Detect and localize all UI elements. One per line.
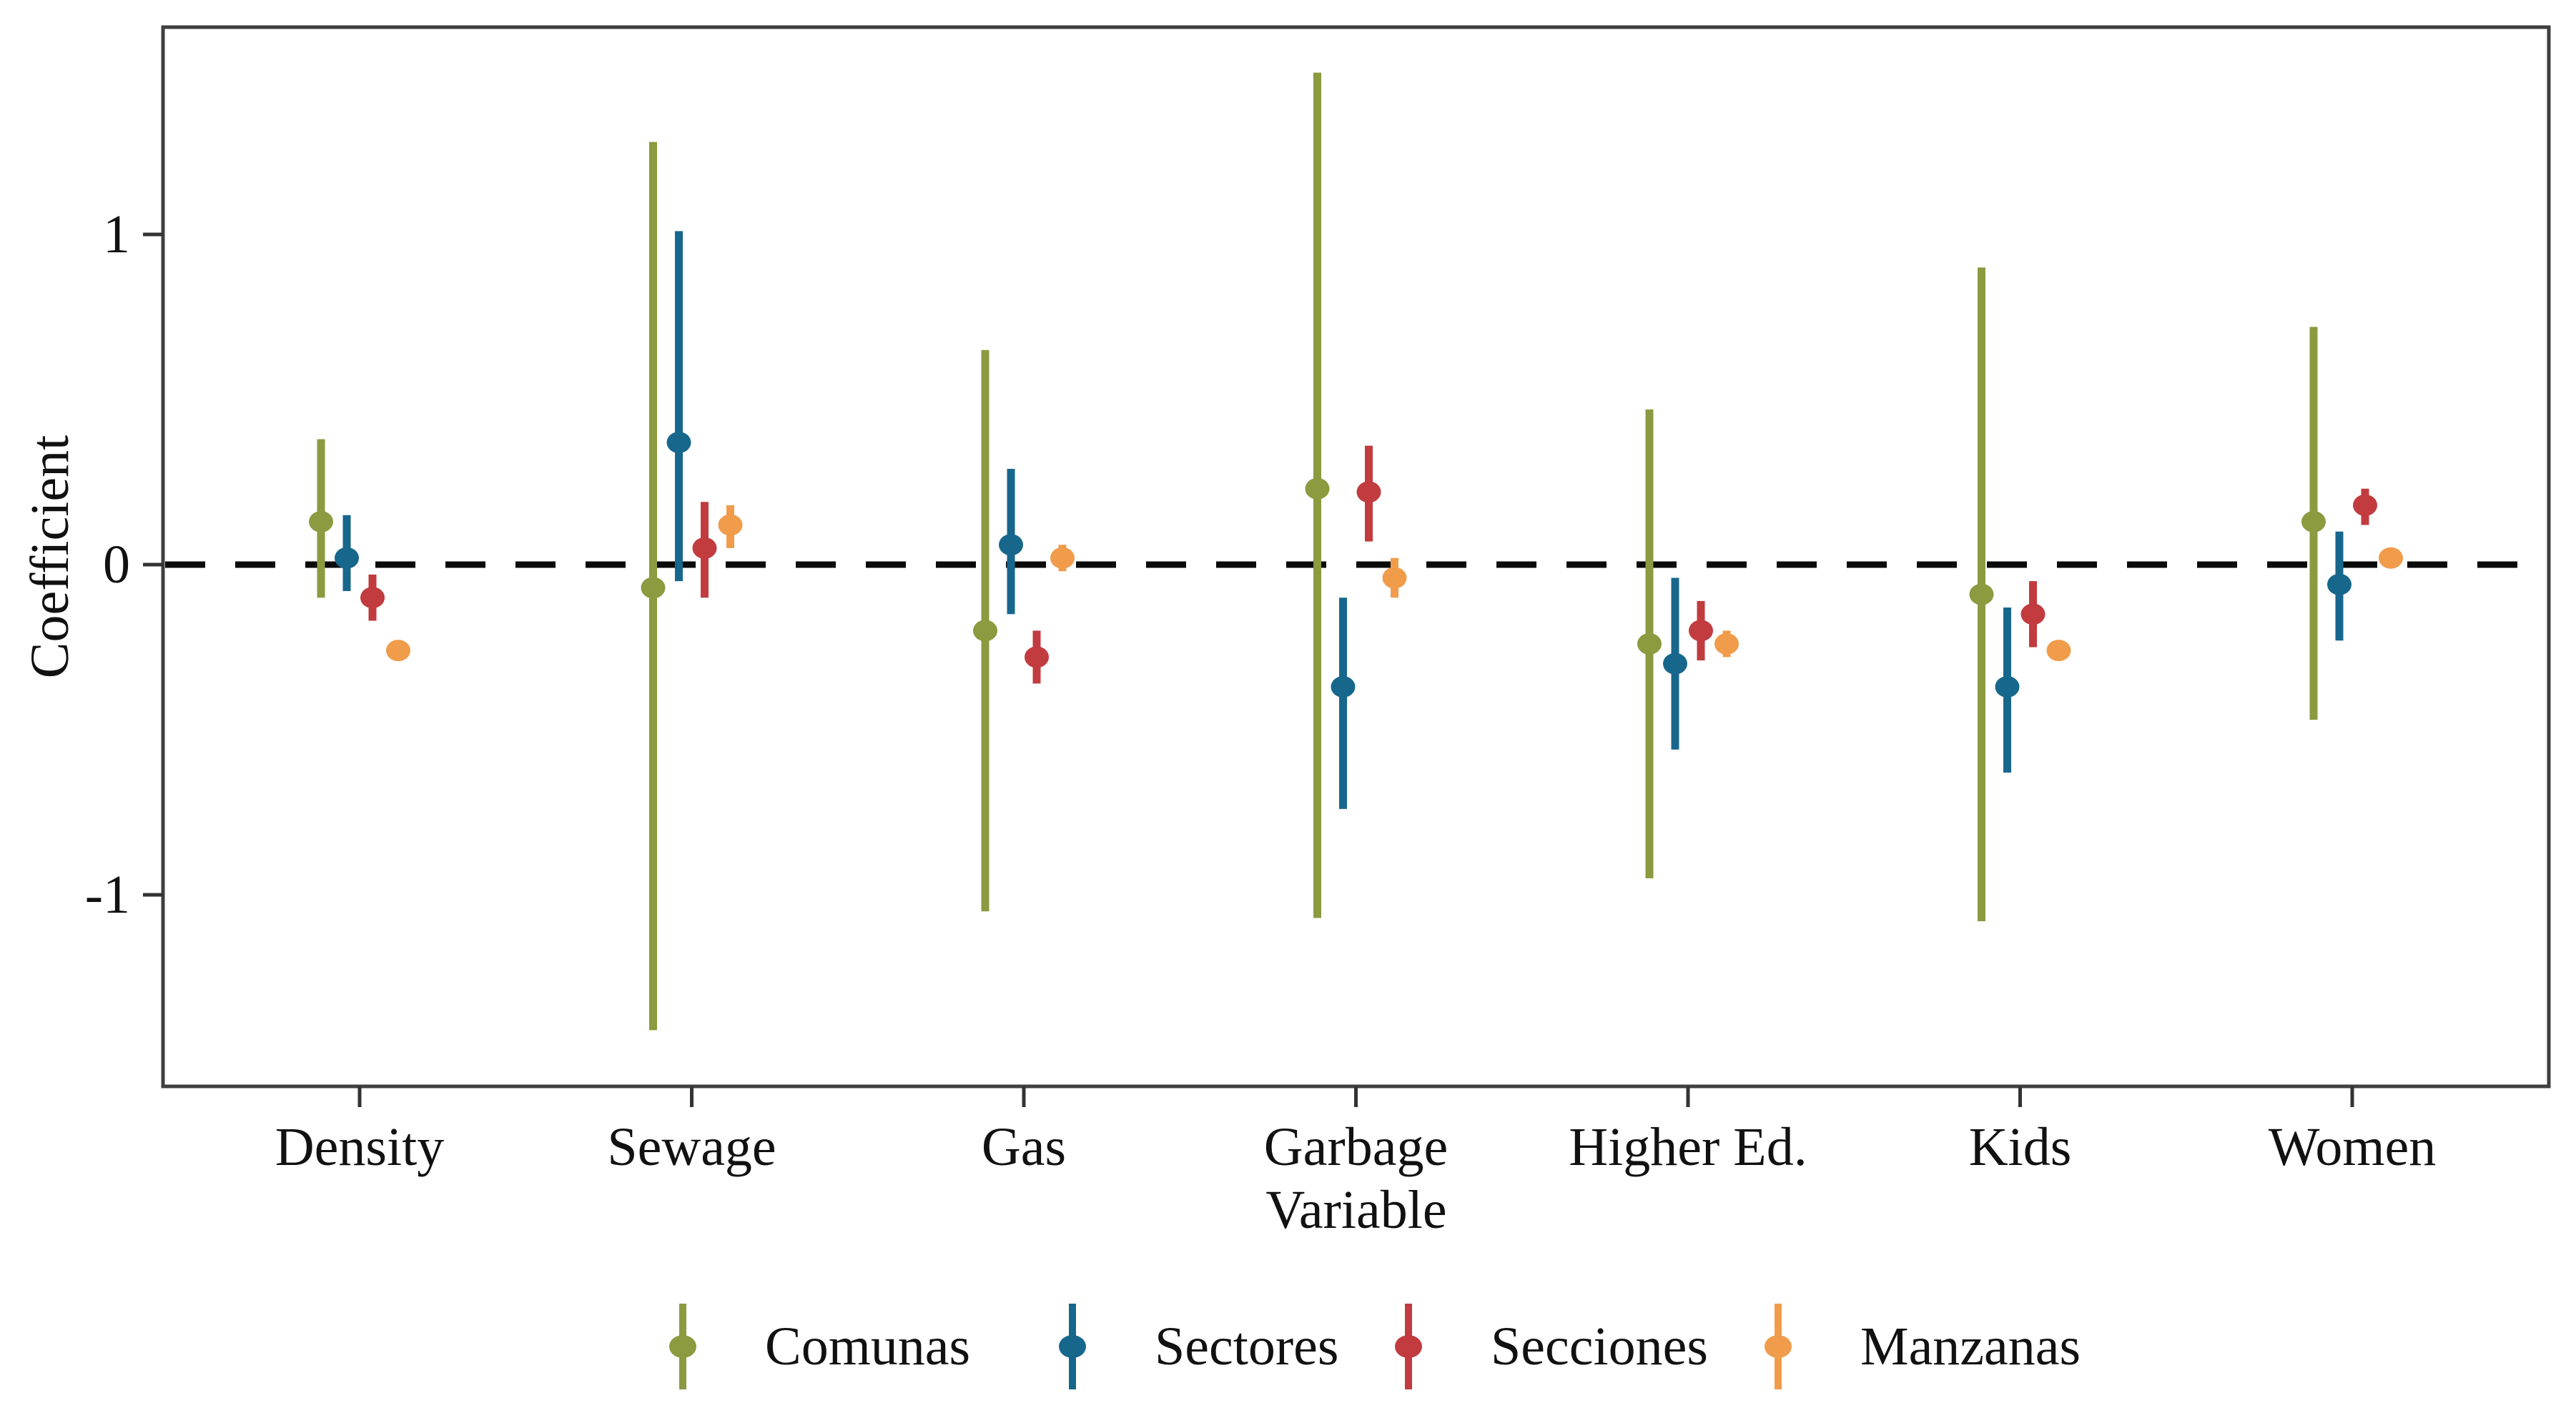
point-manzanas-gas [1050,547,1075,569]
x-axis-tick-label: Sewage [607,1117,776,1177]
point-sectores-density [335,547,359,569]
point-secciones-kids [2020,603,2045,625]
point-manzanas-women [2379,547,2403,569]
legend-label: Manzanas [1860,1317,2081,1377]
point-manzanas-highered [1714,633,1739,655]
legend-item-secciones: Secciones [1395,1304,1708,1389]
legend-label: Comunas [765,1317,970,1377]
point-comunas-garbage [1305,477,1330,500]
y-axis-title: Coefficient [20,435,80,678]
legend-glyph-dot [1395,1335,1422,1358]
legend-label: Sectores [1155,1317,1338,1377]
point-manzanas-density [386,640,410,662]
series-sectores [335,231,2352,809]
y-axis-tick-label: -1 [85,865,130,925]
point-comunas-density [309,510,333,532]
point-manzanas-sewage [718,514,743,536]
plot-panel-border [161,25,2551,1089]
point-secciones-highered [1689,620,1713,642]
point-comunas-kids [1969,583,1994,605]
point-manzanas-kids [2046,640,2071,662]
point-sectores-highered [1663,653,1687,675]
series-secciones [360,445,2377,684]
point-sectores-garbage [1331,675,1356,698]
point-sectores-gas [999,534,1023,556]
series-manzanas [386,505,2403,662]
x-axis-title: Variable [1265,1180,1446,1240]
point-sectores-kids [1995,675,2020,698]
point-sectores-women [2327,573,2352,595]
legend-glyph-dot [1059,1335,1086,1358]
point-secciones-women [2353,494,2377,516]
series-comunas [309,72,2326,1031]
legend-glyph-dot [1765,1335,1792,1358]
legend-glyph-dot [669,1335,696,1358]
point-secciones-sewage [692,537,717,559]
legend-item-sectores: Sectores [1059,1304,1338,1389]
point-manzanas-garbage [1382,567,1407,589]
point-secciones-gas [1025,646,1049,668]
point-secciones-density [360,587,385,609]
legend-label: Secciones [1491,1317,1708,1377]
point-comunas-sewage [641,577,666,599]
point-comunas-gas [973,620,997,642]
x-axis-tick-label: Gas [982,1117,1066,1177]
point-comunas-highered [1637,633,1662,655]
x-axis-tick-label: Density [275,1117,444,1177]
x-axis-tick-label: Women [2269,1117,2437,1177]
legend-item-comunas: Comunas [669,1304,970,1389]
point-comunas-women [2301,510,2326,532]
legend-item-manzanas: Manzanas [1765,1304,2081,1389]
y-axis-tick-label: 0 [103,535,130,595]
x-axis-tick-label: Kids [1969,1117,2072,1177]
y-axis-tick-label: 1 [103,204,130,264]
x-axis-tick-label: Garbage [1264,1117,1448,1177]
x-axis-tick-label: Higher Ed. [1569,1117,1807,1177]
point-sectores-sewage [666,432,691,454]
point-secciones-garbage [1356,481,1381,503]
